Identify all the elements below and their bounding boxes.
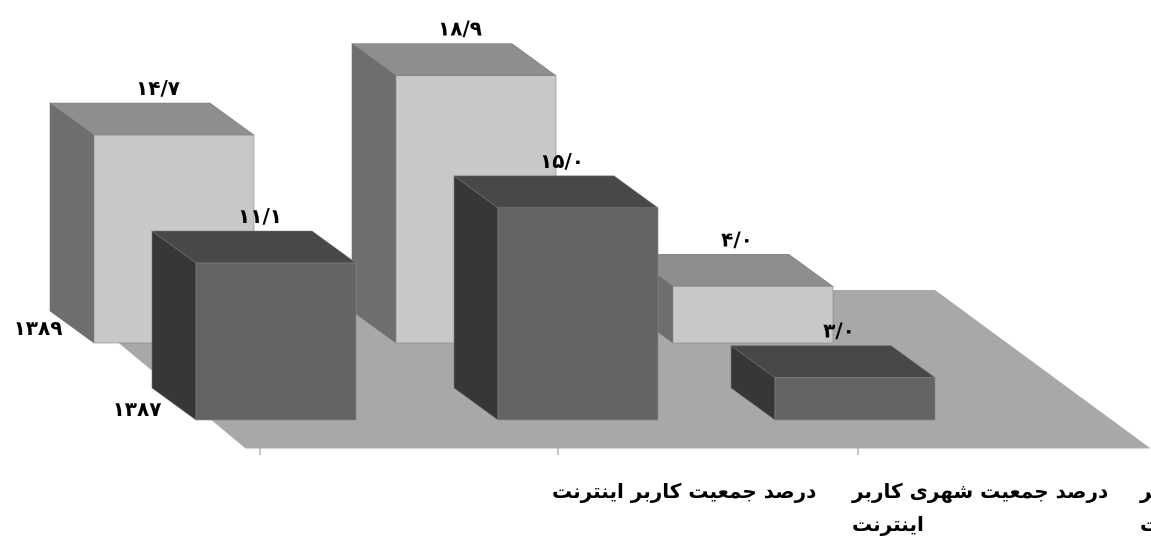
- category-label: اینترنت: [1140, 512, 1151, 536]
- bar-1387: [730, 344, 936, 421]
- category-label: اینترنت: [852, 512, 924, 536]
- chart-labels: ۱۴/۷ ۱۸/۹ ۴/۰ ۱۱/۱ ۱۵/۰ ۳/۰ ۱۳۸۹ ۱۳۸۷ درصد جمعیت…: [14, 17, 1151, 536]
- category-label: درصد جمعیت کاربر اینترنت: [552, 479, 816, 503]
- bar-value-label: ۱۴/۷: [136, 76, 180, 100]
- bar-1387: [453, 175, 659, 421]
- series-label-1389: ۱۳۸۹: [14, 316, 63, 340]
- bar-value-label: ۴/۰: [721, 227, 753, 251]
- category-label: درصد جمعیت شهری کاربر: [851, 479, 1108, 503]
- bar-value-label: ۱۸/۹: [438, 17, 482, 41]
- bar-value-label: ۱۵/۰: [540, 149, 584, 173]
- category-label: درصد جمعیت روستایی کاربر: [1139, 479, 1151, 503]
- bar-1387: [151, 230, 357, 421]
- bar-value-label: ۳/۰: [823, 319, 855, 343]
- bar-1389: [628, 253, 834, 344]
- series-label-1387: ۱۳۸۷: [113, 397, 162, 421]
- bar-value-label: ۱۱/۱: [238, 204, 282, 228]
- chart-bars: [49, 43, 936, 421]
